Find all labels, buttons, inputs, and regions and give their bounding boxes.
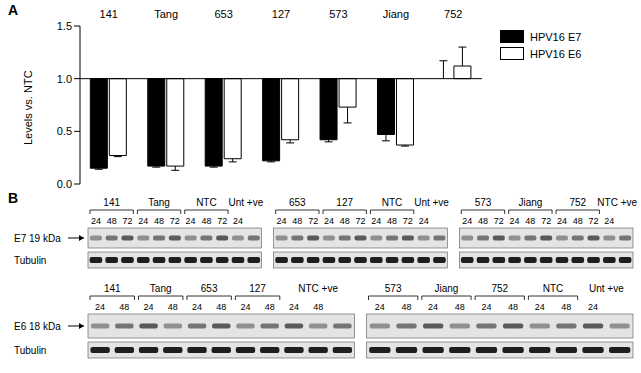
svg-text:752: 752 (491, 283, 508, 294)
svg-text:48: 48 (107, 216, 117, 226)
svg-text:72: 72 (541, 216, 551, 226)
svg-text:48: 48 (292, 216, 302, 226)
svg-text:752: 752 (444, 8, 462, 20)
svg-text:1.5: 1.5 (57, 20, 72, 32)
svg-text:24: 24 (91, 216, 101, 226)
svg-text:24: 24 (233, 216, 243, 226)
svg-text:1.0: 1.0 (57, 73, 72, 85)
svg-text:0.5: 0.5 (57, 125, 72, 137)
svg-text:141: 141 (100, 8, 118, 20)
svg-text:72: 72 (170, 216, 180, 226)
svg-text:24: 24 (289, 302, 299, 312)
svg-text:24: 24 (419, 216, 429, 226)
svg-text:24: 24 (240, 302, 250, 312)
svg-text:24: 24 (604, 216, 614, 226)
svg-text:NTC: NTC (543, 283, 564, 294)
svg-text:48: 48 (387, 216, 397, 226)
svg-text:24: 24 (510, 216, 520, 226)
svg-text:24: 24 (535, 302, 545, 312)
svg-text:24: 24 (371, 216, 381, 226)
svg-text:E7 19 kDa: E7 19 kDa (14, 233, 61, 244)
svg-text:48: 48 (119, 302, 129, 312)
svg-text:24: 24 (375, 302, 385, 312)
svg-text:Tang: Tang (150, 283, 172, 294)
svg-text:573: 573 (475, 197, 492, 208)
svg-text:48: 48 (216, 302, 226, 312)
svg-text:48: 48 (478, 216, 488, 226)
html-text:HPV16 E7: HPV16 E7 (530, 30, 582, 43)
svg-text:Tang: Tang (148, 197, 170, 208)
svg-text:Jiang: Jiang (383, 8, 409, 20)
svg-text:141: 141 (104, 283, 121, 294)
svg-text:72: 72 (355, 216, 365, 226)
html-text:A: A (8, 2, 19, 18)
svg-text:NTC: NTC (196, 197, 217, 208)
svg-text:48: 48 (508, 302, 518, 312)
svg-text:24: 24 (428, 302, 438, 312)
html-text:HPV16 E6: HPV16 E6 (530, 47, 582, 60)
html-text:B: B (8, 190, 19, 206)
svg-text:573: 573 (329, 8, 347, 20)
svg-text:72: 72 (403, 216, 413, 226)
svg-text:127: 127 (272, 8, 290, 20)
svg-text:127: 127 (249, 283, 266, 294)
svg-text:24: 24 (588, 302, 598, 312)
svg-text:48: 48 (573, 216, 583, 226)
svg-text:48: 48 (340, 216, 350, 226)
svg-text:Levels vs. NTC: Levels vs. NTC (22, 70, 34, 145)
svg-text:653: 653 (289, 197, 306, 208)
svg-text:E6 18 kDa: E6 18 kDa (14, 321, 61, 332)
svg-text:24: 24 (481, 302, 491, 312)
svg-text:24: 24 (462, 216, 472, 226)
svg-text:48: 48 (265, 302, 275, 312)
svg-text:72: 72 (589, 216, 599, 226)
svg-text:Tubulin: Tubulin (14, 345, 46, 356)
svg-text:48: 48 (525, 216, 535, 226)
svg-text:24: 24 (557, 216, 567, 226)
svg-text:72: 72 (217, 216, 227, 226)
svg-text:127: 127 (336, 197, 353, 208)
svg-text:24: 24 (95, 302, 105, 312)
svg-text:NTC +ve: NTC +ve (298, 283, 338, 294)
svg-text:573: 573 (385, 283, 402, 294)
svg-text:24: 24 (138, 216, 148, 226)
svg-text:72: 72 (494, 216, 504, 226)
svg-text:48: 48 (201, 216, 211, 226)
svg-text:48: 48 (455, 302, 465, 312)
svg-text:141: 141 (103, 197, 120, 208)
svg-text:48: 48 (313, 302, 323, 312)
svg-text:Unt +ve: Unt +ve (589, 283, 624, 294)
svg-text:48: 48 (401, 302, 411, 312)
svg-text:48: 48 (561, 302, 571, 312)
svg-text:48: 48 (168, 302, 178, 312)
svg-text:653: 653 (201, 283, 218, 294)
svg-text:Tang: Tang (154, 8, 178, 20)
svg-text:24: 24 (324, 216, 334, 226)
svg-text:752: 752 (569, 197, 586, 208)
svg-text:72: 72 (122, 216, 132, 226)
svg-text:Jiang: Jiang (518, 197, 542, 208)
svg-text:653: 653 (214, 8, 232, 20)
svg-text:48: 48 (154, 216, 164, 226)
svg-text:Unt +ve: Unt +ve (414, 197, 449, 208)
svg-text:NTC +ve: NTC +ve (597, 197, 637, 208)
svg-text:Tubulin: Tubulin (14, 255, 46, 266)
svg-text:72: 72 (308, 216, 318, 226)
svg-text:24: 24 (144, 302, 154, 312)
svg-text:24: 24 (192, 302, 202, 312)
svg-text:24: 24 (277, 216, 287, 226)
svg-text:Unt +ve: Unt +ve (229, 197, 264, 208)
svg-text:0.0: 0.0 (57, 178, 72, 190)
svg-text:NTC: NTC (382, 197, 403, 208)
svg-text:24: 24 (186, 216, 196, 226)
svg-text:Jiang: Jiang (434, 283, 458, 294)
